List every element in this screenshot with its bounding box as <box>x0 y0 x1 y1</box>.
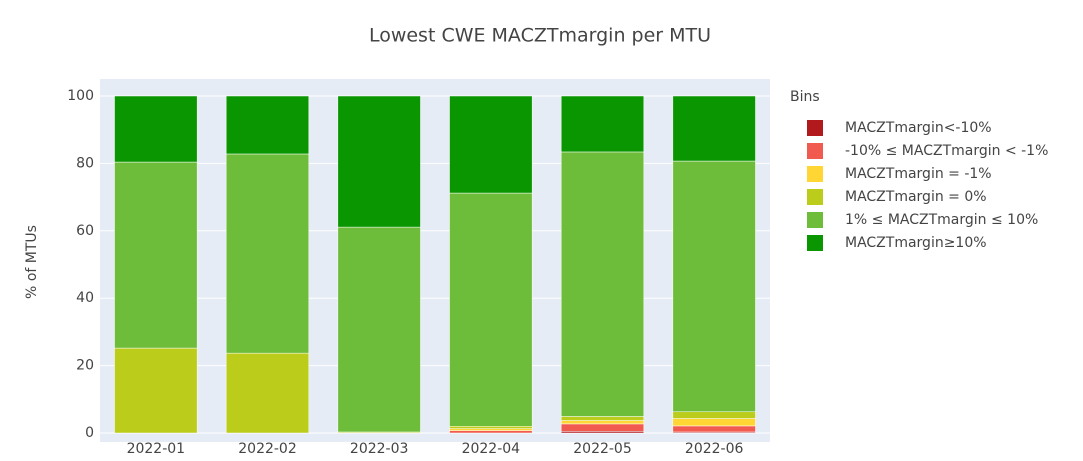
legend-label: MACZTmargin<-10% <box>845 120 992 136</box>
x-tick-label: 2022-05 <box>573 441 632 457</box>
legend-label: MACZTmargin≥10% <box>845 235 987 251</box>
bar-segment <box>672 411 756 419</box>
bar-segment <box>337 95 421 228</box>
bar-segment <box>449 426 533 429</box>
bar-segment <box>449 428 533 431</box>
bar-segment <box>449 95 533 194</box>
bar-segment <box>114 161 198 349</box>
bar-segment <box>560 420 645 425</box>
legend-swatch <box>807 120 823 136</box>
legend-swatch <box>807 212 823 228</box>
bar-segment <box>225 352 310 434</box>
bar-segment <box>114 347 198 434</box>
bar-segment <box>225 153 310 354</box>
chart-title: Lowest CWE MACZTmargin per MTU <box>369 25 711 47</box>
y-axis-label: % of MTUs <box>24 225 40 299</box>
bar-segment <box>225 95 310 155</box>
y-tick-label: 0 <box>85 425 94 441</box>
legend-label: -10% ≤ MACZTmargin < -1% <box>845 143 1048 159</box>
legend-label: MACZTmargin = -1% <box>845 166 992 182</box>
legend-swatch <box>807 143 823 159</box>
bar-segment <box>672 160 756 413</box>
y-tick-label: 20 <box>76 358 94 374</box>
bar-segment <box>672 425 756 433</box>
bar-segment <box>337 226 421 433</box>
x-tick-label: 2022-02 <box>238 441 297 457</box>
legend-label: 1% ≤ MACZTmargin ≤ 10% <box>845 212 1038 228</box>
bar-segment <box>560 151 645 417</box>
x-tick-label: 2022-06 <box>685 441 744 457</box>
legend-swatch <box>807 166 823 182</box>
y-tick-label: 60 <box>76 223 94 239</box>
legend-swatch <box>807 235 823 251</box>
bar-segment <box>672 95 756 162</box>
legend-label: MACZTmargin = 0% <box>845 189 987 205</box>
bar-segment <box>672 418 756 427</box>
bar-segment <box>560 416 645 421</box>
bar-segment <box>560 95 645 153</box>
plot-area <box>100 79 770 442</box>
bar-segment <box>449 192 533 427</box>
legend-title: Bins <box>790 89 820 105</box>
bar-segment <box>560 431 645 434</box>
x-tick-label: 2022-01 <box>127 441 186 457</box>
bar-segment <box>560 423 645 432</box>
y-tick-label: 40 <box>76 290 94 306</box>
x-tick-label: 2022-03 <box>350 441 409 457</box>
bar-segment <box>114 95 198 163</box>
x-tick-label: 2022-04 <box>462 441 521 457</box>
y-tick-label: 100 <box>67 88 94 104</box>
y-tick-label: 80 <box>76 155 94 171</box>
bar-segment <box>449 430 533 434</box>
legend-swatch <box>807 189 823 205</box>
